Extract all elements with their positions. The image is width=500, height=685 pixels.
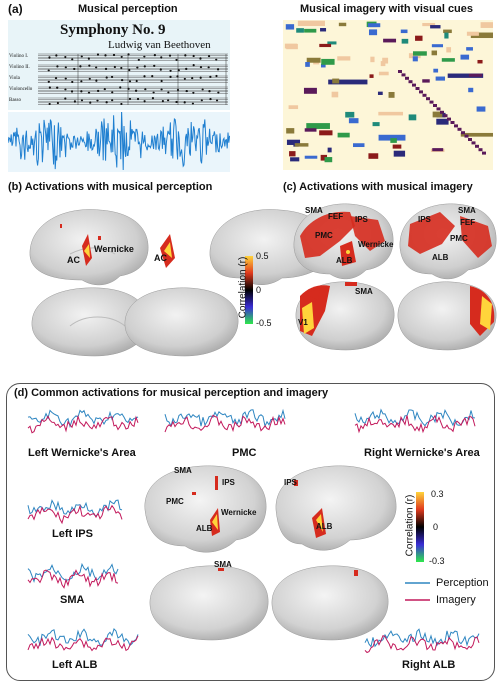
imagery-trace [354, 414, 476, 434]
label-fef-c-left: FEF [328, 212, 344, 221]
brain-c-lateral-left [293, 203, 394, 280]
label-ips-c-right: IPS [418, 215, 431, 224]
colorbar-bc-tick: 0.5 [256, 251, 269, 261]
brain-d-lateral-right [275, 465, 397, 551]
panel-b-title: (b) Activations with musical perception [8, 181, 213, 193]
imagery-trace [27, 414, 139, 434]
brain-d-lateral-left [144, 465, 267, 553]
score-title: Symphony No. 9 [60, 22, 166, 38]
audio-waveform [8, 112, 230, 172]
imagery-trace [27, 635, 139, 652]
label-alb-d-right: ALB [316, 522, 333, 531]
label-alb-c-right: ALB [432, 253, 449, 262]
perception-trace [27, 409, 139, 429]
region-pmc: PMC [232, 447, 257, 459]
imagery-trace [364, 635, 480, 654]
colorbar-d-tick: -0.3 [429, 556, 445, 566]
colorbar-bc-tick: 0 [256, 285, 262, 295]
region-right-wernicke: Right Wernicke's Area [364, 447, 480, 459]
label-alb-c-left: ALB [336, 256, 353, 265]
label-ips-c-left: IPS [355, 215, 368, 224]
label-alb-d-left: ALB [196, 524, 213, 533]
legend-imagery: Imagery [436, 594, 476, 606]
label-sma-d: SMA [174, 466, 192, 475]
music-score-image: Symphony No. 9 Ludwig van Beethoven Viol… [8, 20, 230, 110]
piano-roll [283, 20, 493, 170]
label-sma-c-medial: SMA [355, 287, 373, 296]
brain-c-lateral-right [399, 203, 497, 280]
score-staves [38, 53, 228, 106]
staff-label: Violino I. [9, 54, 29, 59]
panel-a-tag: (a) [8, 2, 23, 16]
label-pmc-c-left: PMC [315, 231, 333, 240]
panel-d-graphics [27, 408, 480, 654]
colorbar-bc [245, 256, 253, 324]
region-left-ips: Left IPS [52, 528, 93, 540]
panel-a-title-right: Musical imagery with visual cues [300, 3, 474, 15]
label-ac-left-b: AC [67, 255, 80, 265]
region-left-wernicke: Left Wernicke's Area [28, 447, 136, 459]
brain-b-medial-right [124, 287, 239, 357]
legend-perception: Perception [436, 577, 489, 589]
imagery-trace [27, 504, 123, 525]
imagery-trace [164, 414, 286, 433]
staff-label: Violoncello [9, 87, 33, 92]
label-pmc-c-right: PMC [450, 234, 468, 243]
colorbar-bc-label: Correlation (r) [237, 256, 249, 319]
panel-d-title: (d) Common activations for musical perce… [14, 387, 329, 399]
panel-a-title-left: Musical perception [78, 3, 178, 15]
region-sma: SMA [60, 594, 85, 606]
perception-trace [354, 408, 476, 427]
perception-trace [27, 628, 139, 647]
label-ac-right-b: AC [154, 253, 167, 263]
label-sma-c-right: SMA [458, 206, 476, 215]
perception-trace [364, 628, 480, 648]
label-wernicke-b: Wernicke [94, 244, 134, 254]
colorbar-bc-tick: -0.5 [256, 318, 272, 328]
label-wernicke-d: Wernicke [221, 508, 257, 517]
colorbar-d-tick: 0 [433, 522, 439, 532]
label-fef-c-right: FEF [460, 218, 476, 227]
colorbar-d-label: Correlation (r) [404, 494, 416, 557]
brain-b-lateral-left [29, 209, 149, 286]
region-right-alb: Right ALB [402, 659, 456, 671]
brain-views-bc [29, 203, 497, 357]
staff-label: Basso [9, 98, 21, 103]
score-composer: Ludwig van Beethoven [108, 39, 211, 51]
staff-label: Violino II. [9, 65, 30, 70]
brain-d-medial-left [149, 565, 269, 641]
imagery-trace [27, 569, 119, 589]
label-v1-c: V1 [298, 318, 308, 327]
staff-label: Viola [9, 76, 20, 81]
region-left-alb: Left ALB [52, 659, 98, 671]
brain-c-medial-right [397, 281, 497, 351]
label-sma-d-medial: SMA [214, 560, 232, 569]
brain-c-medial-left [295, 281, 395, 351]
brain-d-medial-right [271, 565, 389, 641]
label-wernicke-c: Wernicke [358, 240, 394, 249]
label-pmc-d: PMC [166, 497, 184, 506]
colorbar-d [416, 492, 424, 562]
label-ips-d-right: IPS [284, 478, 297, 487]
colorbar-d-tick: 0.3 [431, 489, 444, 499]
panel-c-title: (c) Activations with musical imagery [283, 181, 473, 193]
label-ips-d-left: IPS [222, 478, 235, 487]
label-sma-c-left: SMA [305, 206, 323, 215]
